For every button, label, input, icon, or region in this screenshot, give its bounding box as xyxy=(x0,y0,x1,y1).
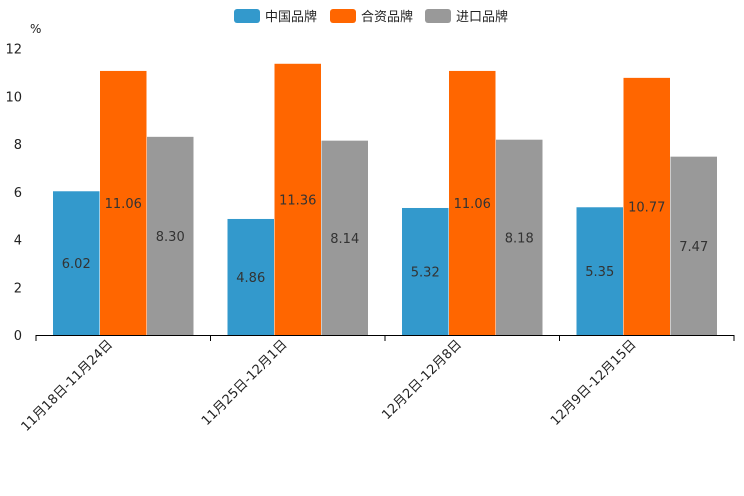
legend-swatch-1 xyxy=(234,9,260,23)
bars: 6.02 11.06 8.30 4.86 11.36 8.14 5.32 11.06 8.18 5… xyxy=(53,63,717,336)
bar-2-3 xyxy=(321,140,368,335)
bar-3-3 xyxy=(496,139,543,335)
bar-3-2 xyxy=(449,70,496,335)
bar-1-2 xyxy=(100,70,147,335)
data-label-4-1: 5.35 xyxy=(585,265,614,280)
x-tick-label: 12月9日-12月15日 xyxy=(548,337,640,429)
legend-label-3: 进口品牌 xyxy=(456,9,508,25)
data-label-2-3: 8.14 xyxy=(330,232,359,247)
y-tick-label: 4 xyxy=(14,234,22,249)
y-axis: 0 2 4 6 8 10 12 xyxy=(5,43,22,345)
bar-4-3 xyxy=(670,156,717,335)
bar-2-2 xyxy=(274,63,321,335)
y-tick-label: 10 xyxy=(5,90,22,105)
legend-label-1: 中国品牌 xyxy=(265,9,317,25)
x-tick-label: 12月2日-12月8日 xyxy=(379,337,465,423)
y-axis-unit-label: % xyxy=(30,22,41,36)
bar-3-1 xyxy=(402,207,449,335)
y-tick-label: 0 xyxy=(14,329,22,344)
bar-4-2 xyxy=(623,77,670,336)
bar-2-1 xyxy=(227,218,274,335)
data-label-4-2: 10.77 xyxy=(628,200,665,215)
data-label-2-2: 11.36 xyxy=(279,193,316,208)
data-label-3-2: 11.06 xyxy=(454,197,491,212)
x-tick-label: 11月18日-11月24日 xyxy=(19,337,116,434)
legend-swatch-3 xyxy=(425,9,451,23)
y-tick-label: 8 xyxy=(14,138,22,153)
y-tick-label: 6 xyxy=(14,186,22,201)
data-label-3-1: 5.32 xyxy=(411,265,440,280)
data-label-2-1: 4.86 xyxy=(236,271,265,286)
bar-1-3 xyxy=(147,136,194,335)
x-axis: 11月18日-11月24日 11月25日-12月1日 12月2日-12月8日 12月9… xyxy=(19,335,735,435)
legend: 中国品牌 合资品牌 进口品牌 xyxy=(234,9,508,25)
legend-label-2: 合资品牌 xyxy=(361,9,413,25)
y-tick-label: 12 xyxy=(5,43,22,58)
data-label-4-3: 7.47 xyxy=(679,240,708,255)
data-label-3-3: 8.18 xyxy=(505,231,534,246)
bar-4-1 xyxy=(576,207,623,335)
y-tick-label: 2 xyxy=(14,281,22,296)
data-label-1-3: 8.30 xyxy=(156,230,185,245)
bar-1-1 xyxy=(53,191,100,335)
x-tick-label: 11月25日-12月1日 xyxy=(199,337,291,429)
legend-swatch-2 xyxy=(330,9,356,23)
data-label-1-1: 6.02 xyxy=(62,257,91,272)
data-label-1-2: 11.06 xyxy=(105,197,142,212)
